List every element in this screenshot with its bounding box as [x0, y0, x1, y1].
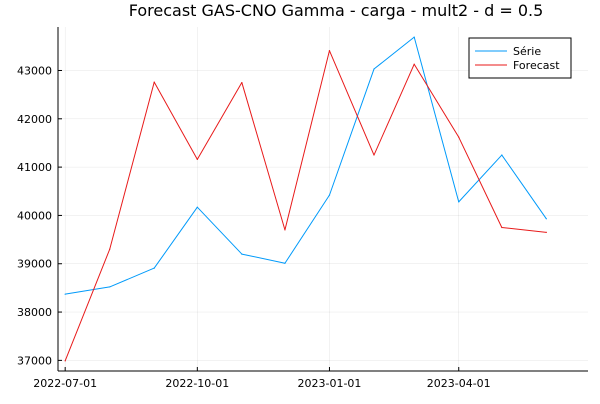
data-point: [413, 63, 415, 65]
data-point: [458, 201, 460, 203]
grid: [58, 27, 588, 371]
data-point: [109, 286, 111, 288]
x-tick-label: 2022-07-01: [33, 377, 97, 390]
tick-labels: 2022-07-01 2022-10-01 2023-01-01 2023-04-01…: [17, 64, 491, 390]
data-point: [241, 81, 243, 84]
axes: [57, 27, 588, 372]
data-point: [545, 218, 547, 220]
series-line-serie: [65, 36, 547, 295]
series-line-forecast: [64, 50, 547, 362]
legend-box: [468, 37, 572, 79]
data-point: [153, 81, 155, 83]
y-tick-label: 43000: [17, 64, 52, 77]
y-tick-label: 37000: [17, 354, 52, 367]
data-point: [64, 293, 66, 295]
data-point: [153, 267, 155, 269]
y-tick-label: 40000: [17, 209, 52, 222]
data-point: [458, 136, 460, 138]
data-point: [196, 158, 198, 160]
data-point: [284, 229, 286, 231]
data-point: [501, 226, 503, 229]
y-tick-label: 39000: [17, 258, 52, 271]
data-point: [284, 262, 286, 264]
series-lines: [64, 36, 547, 362]
data-point: [328, 50, 331, 52]
data-point: [196, 206, 198, 208]
y-tick-label: 38000: [17, 306, 52, 319]
x-tick-label: 2023-04-01: [427, 377, 491, 390]
data-point: [413, 36, 415, 38]
x-tick-label: 2022-10-01: [165, 377, 229, 390]
y-tick-label: 42000: [17, 113, 52, 126]
data-point: [545, 231, 547, 233]
data-point: [109, 248, 111, 250]
y-tick-label: 41000: [17, 161, 52, 174]
legend-label: Forecast: [513, 59, 560, 72]
data-point: [501, 154, 503, 156]
data-point: [64, 360, 66, 362]
data-point: [373, 68, 375, 70]
chart-title: Forecast GAS-CNO Gamma - carga - mult2 -…: [129, 1, 544, 20]
data-point: [241, 253, 243, 255]
x-tick-label: 2023-01-01: [297, 377, 361, 390]
legend-label: Série: [513, 45, 541, 58]
data-point: [373, 154, 375, 156]
data-point: [328, 194, 331, 196]
